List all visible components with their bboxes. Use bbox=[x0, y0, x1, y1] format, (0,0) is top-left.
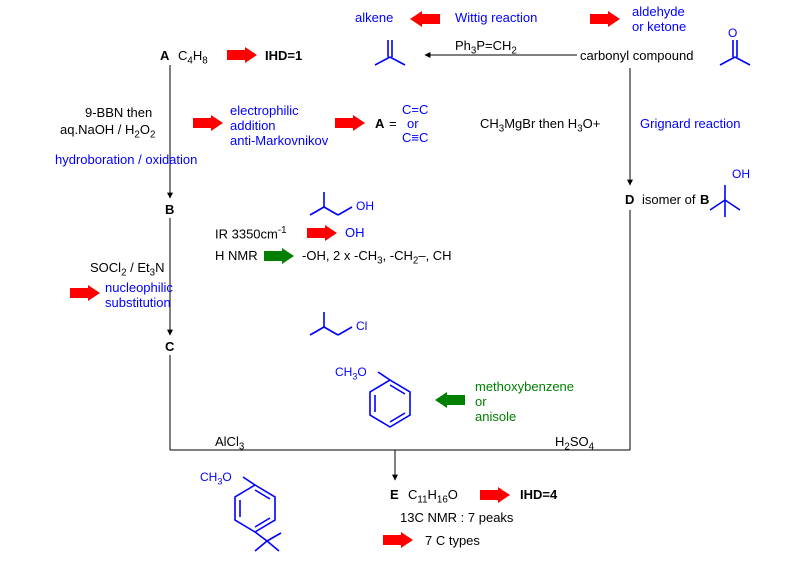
label-eq: = bbox=[389, 116, 397, 131]
label-hydroboration: hydroboration / oxidation bbox=[55, 152, 197, 167]
label-oh: OH bbox=[345, 225, 365, 240]
label-grignard: Grignard reaction bbox=[640, 116, 740, 131]
label-hnmr-groups: -OH, 2 x -CH3, -CH2–, CH bbox=[302, 248, 452, 267]
label-h2so4: H2SO4 bbox=[555, 434, 594, 453]
label-ch3o-anisole: CH3O bbox=[335, 365, 367, 381]
label-socl2: SOCl2 / Et3N bbox=[90, 260, 164, 279]
label-7ctypes: 7 C types bbox=[425, 533, 480, 548]
svg-text:O: O bbox=[728, 26, 737, 40]
label-nucleophilic: nucleophilic substitution bbox=[105, 280, 173, 310]
formula-E: C11H16O bbox=[408, 487, 458, 506]
label-ir: IR 3350cm-1 bbox=[215, 225, 287, 241]
label-A: A bbox=[160, 48, 169, 63]
svg-text:OH: OH bbox=[732, 167, 750, 181]
label-D: D bbox=[625, 192, 634, 207]
label-wittig: Wittig reaction bbox=[455, 10, 537, 25]
label-ch3o-E: CH3O bbox=[200, 470, 232, 486]
svg-text:OH: OH bbox=[356, 199, 374, 213]
label-or: or bbox=[407, 116, 419, 131]
label-naoh: aq.NaOH / H2O2 bbox=[60, 122, 155, 141]
label-E: E bbox=[390, 487, 399, 502]
label-methoxy3: anisole bbox=[475, 409, 516, 424]
label-ihd1: IHD=1 bbox=[265, 48, 302, 63]
label-methoxy1: methoxybenzene bbox=[475, 379, 574, 394]
label-antimarkov: anti-Markovnikov bbox=[230, 133, 328, 148]
formula-A: C4H8 bbox=[178, 48, 208, 67]
label-addition: addition bbox=[230, 118, 276, 133]
label-C: C bbox=[165, 339, 174, 354]
label-carbonyl: carbonyl compound bbox=[580, 48, 693, 63]
label-ihd4: IHD=4 bbox=[520, 487, 557, 502]
label-B: B bbox=[165, 202, 174, 217]
svg-text:Cl: Cl bbox=[356, 319, 367, 333]
label-ph3p: Ph3P=CH2 bbox=[455, 38, 517, 57]
label-9bbn: 9-BBN then bbox=[85, 105, 152, 120]
label-Aeq: A bbox=[375, 116, 384, 131]
label-ch3mgbr: CH3MgBr then H3O+ bbox=[480, 116, 600, 135]
label-cc1: C=C bbox=[402, 102, 428, 117]
label-methoxy2: or bbox=[475, 394, 487, 409]
label-13cnmr: 13C NMR : 7 peaks bbox=[400, 510, 513, 525]
label-aldehyde: aldehyde or ketone bbox=[632, 4, 686, 34]
label-isomerB: B bbox=[700, 192, 709, 207]
label-alkene: alkene bbox=[355, 10, 393, 25]
label-alcl3: AlCl3 bbox=[215, 434, 244, 453]
label-electrophilic: electrophilic bbox=[230, 103, 299, 118]
label-hnmr: H NMR bbox=[215, 248, 258, 263]
label-cc2: C≡C bbox=[402, 130, 428, 145]
label-isomer: isomer of bbox=[642, 192, 695, 207]
